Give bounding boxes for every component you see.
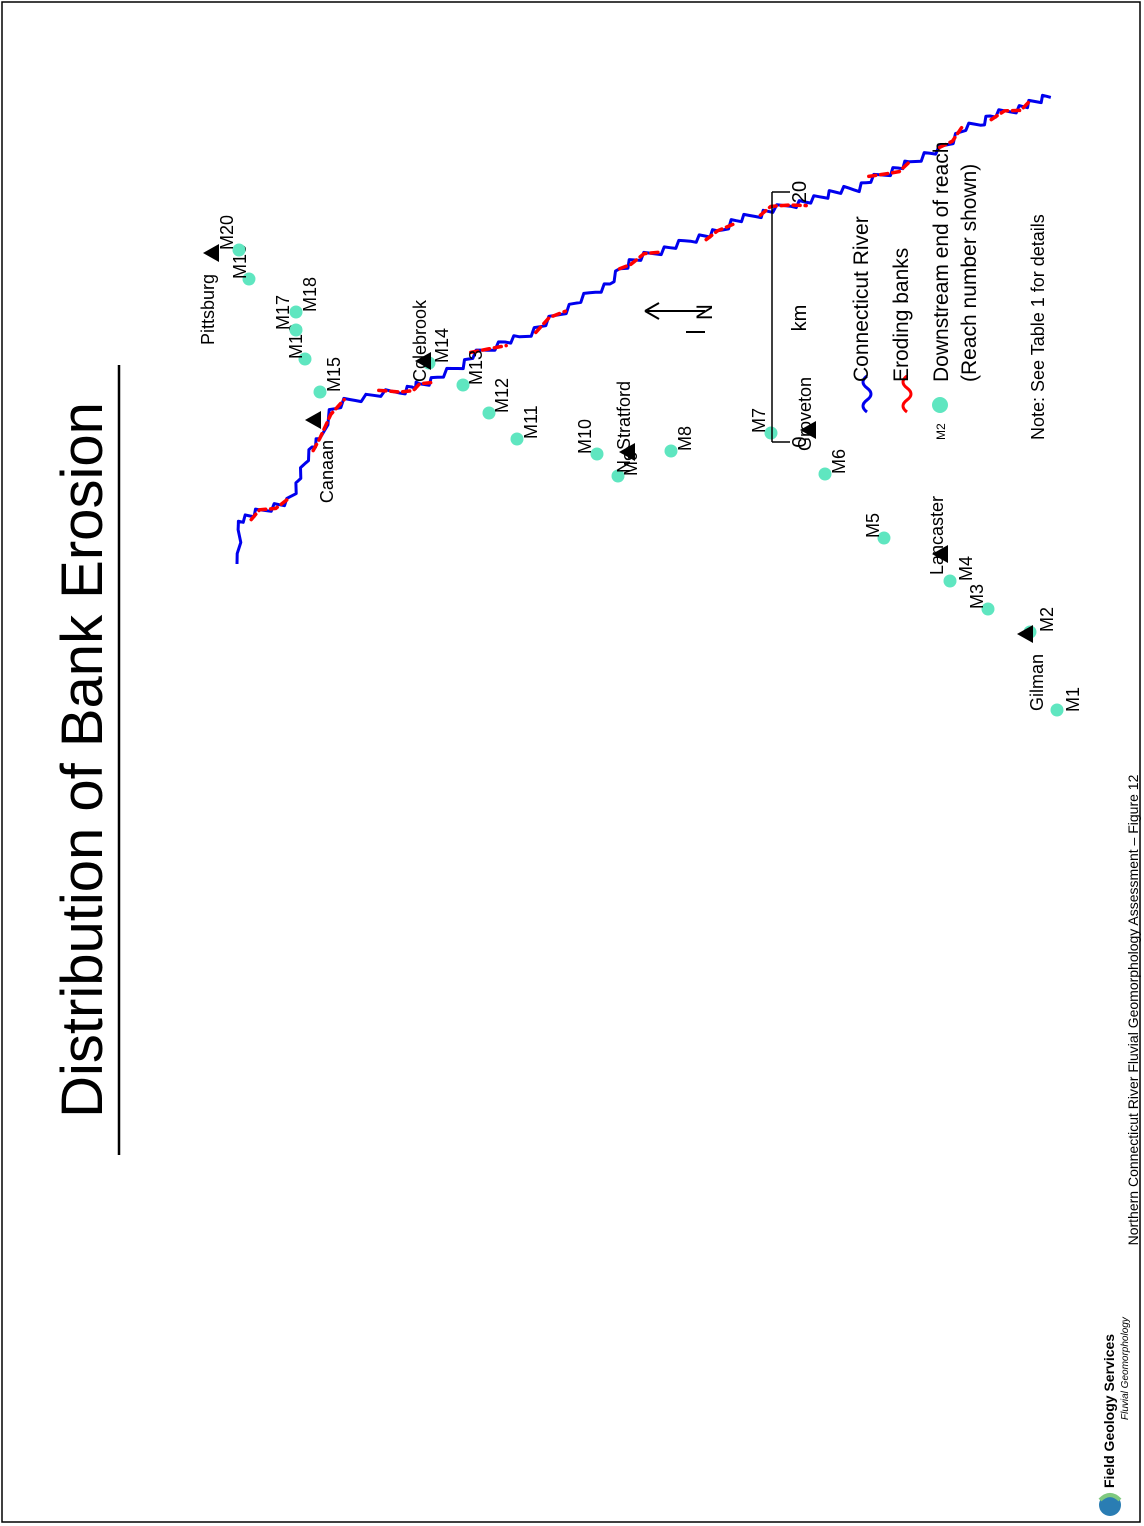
- town-label-pittsburg: Pittsburg: [198, 274, 218, 345]
- reach-label-m11: M11: [521, 405, 541, 439]
- logo-leaf-icon: [1098, 1493, 1122, 1502]
- reach-point-m6: [818, 467, 832, 481]
- reach-label-m12: M12: [492, 378, 512, 413]
- eroding-bank-segment: [937, 122, 966, 150]
- eroding-bank-segment: [377, 380, 435, 394]
- town-label-gilman: Gilman: [1027, 654, 1047, 711]
- reach-label-m5: M5: [863, 513, 883, 538]
- reach-point-m9: [611, 469, 625, 483]
- north-label: N: [692, 304, 717, 320]
- town-marker-colebrook-icon: [415, 352, 431, 370]
- reach-label-m13: M13: [466, 350, 486, 385]
- legend-reach-sample: M2: [934, 423, 948, 440]
- reach-point-m18: [289, 305, 303, 319]
- reach-label-m6: M6: [829, 449, 849, 474]
- legend: Connecticut River Eroding banks M2 Downs…: [850, 142, 1048, 440]
- reach-point-m13: [456, 378, 470, 392]
- reach-point-m3: [981, 602, 995, 616]
- footer-text: Northern Connecticut River Fluvial Geomo…: [1125, 774, 1141, 1245]
- eroding-bank-segment: [617, 250, 663, 271]
- logo-mark-icon: [1099, 1494, 1121, 1516]
- eroding-bank-segment: [534, 309, 568, 335]
- reach-point-m1: [1050, 703, 1064, 717]
- town-marker-nstratford-icon: [619, 443, 635, 461]
- reach-label-m4: M4: [956, 556, 976, 581]
- connecticut-river: [235, 93, 1052, 565]
- town-marker-gilman-icon: [1017, 625, 1033, 643]
- eroding-bank-segment: [249, 497, 289, 522]
- town-label-colebrook: Colebrook: [410, 299, 430, 382]
- reach-point-m7: [764, 426, 778, 440]
- reach-point-m4: [943, 574, 957, 588]
- legend-river-swatch: [861, 374, 873, 414]
- scale-unit-label: km: [789, 305, 811, 332]
- north-arrow-icon: N: [644, 302, 717, 333]
- reach-label-m7: M7: [749, 408, 769, 433]
- legend-eroding-label: Eroding banks: [890, 248, 913, 382]
- reach-label-m10: M10: [575, 419, 595, 454]
- river-line: [235, 93, 1052, 565]
- legend-river-label: Connecticut River: [850, 216, 873, 382]
- reach-label-m3: M3: [967, 584, 987, 609]
- reach-point-m12: [482, 406, 496, 420]
- reach-label-m18: M18: [300, 277, 320, 312]
- scale-bar: 0 km 20: [771, 181, 811, 448]
- company-logo: Field Geology Services Fluvial Geomorpho…: [1098, 1316, 1131, 1516]
- town-label-lancaster: Lancaster: [927, 496, 947, 575]
- reach-point-m5: [877, 531, 891, 545]
- scale-end-label: 20: [789, 181, 811, 203]
- legend-reach-label: Downstream end of reach: [930, 142, 953, 382]
- town-marker-lancaster-icon: [932, 545, 948, 563]
- town-marker-pittsburg-icon: [203, 244, 219, 262]
- legend-reach-swatch: [932, 397, 948, 413]
- scale-start-label: 0: [789, 436, 811, 447]
- town-label-groveton: Groveton: [795, 377, 815, 451]
- reach-point-m19: [242, 272, 256, 286]
- reach-label-m14: M14: [432, 328, 452, 363]
- eroding-bank-segment: [469, 343, 508, 355]
- reach-point-m10: [590, 447, 604, 461]
- reach-label-m17: M17: [273, 295, 293, 330]
- eroding-bank-segment: [989, 99, 1031, 122]
- town-markers: Pittsburg Canaan Colebrook N. Stratford Grov…: [198, 244, 1047, 711]
- eroding-bank-segment: [867, 160, 912, 179]
- eroding-bank-segment: [704, 222, 735, 242]
- legend-eroding-swatch: [901, 374, 913, 414]
- reach-point-m16: [298, 352, 312, 366]
- reach-label-m15: M15: [324, 357, 344, 392]
- reach-point-m17: [289, 323, 303, 337]
- reach-label-m2: M2: [1037, 607, 1057, 632]
- town-marker-canaan-icon: [305, 411, 321, 429]
- reach-point-m20: [232, 243, 246, 257]
- logo-subtext: Fluvial Geomorphology: [1120, 1316, 1131, 1420]
- reach-point-m8: [664, 444, 678, 458]
- map-title: Distribution of Bank Erosion: [50, 402, 115, 1118]
- reach-label-m8: M8: [675, 426, 695, 451]
- logo-text: Field Geology Services: [1101, 1334, 1117, 1488]
- reach-label-m20: M20: [217, 215, 237, 250]
- eroding-bank-segment: [758, 203, 808, 217]
- eroding-bank-segment: [311, 397, 346, 453]
- town-label-canaan: Canaan: [317, 440, 337, 503]
- town-label-nstratford: N. Stratford: [614, 381, 634, 473]
- reach-point-m15: [313, 385, 327, 399]
- reach-point-m11: [510, 432, 524, 446]
- reach-label-m1: M1: [1063, 687, 1083, 712]
- town-marker-groveton-icon: [800, 421, 816, 439]
- legend-note: Note: See Table 1 for details: [1028, 214, 1048, 440]
- reach-label-m9: M9: [621, 451, 641, 476]
- legend-reach-sublabel: (Reach number shown): [958, 164, 981, 382]
- reach-points: M1M2M3M4M5M6M7M8M9M10M11M12M13M14M15M16M…: [217, 215, 1083, 717]
